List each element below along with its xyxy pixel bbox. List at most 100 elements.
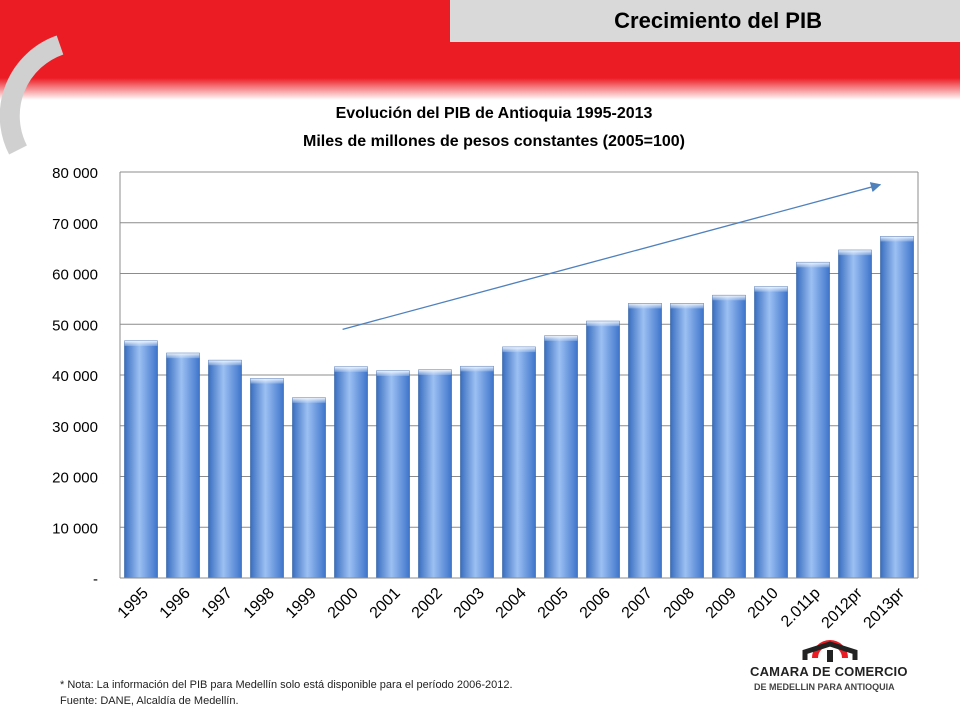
bar bbox=[376, 370, 410, 579]
y-tick-label: 50 000 bbox=[52, 317, 98, 334]
bar bbox=[166, 352, 200, 579]
bar-top bbox=[208, 360, 242, 366]
bar-2008 bbox=[670, 303, 704, 579]
x-tick-label: 2012pr bbox=[819, 584, 867, 632]
bar-top bbox=[250, 378, 284, 384]
x-tick-label: 2001 bbox=[367, 585, 404, 622]
x-tick-label: 2008 bbox=[661, 585, 698, 622]
trend-arrow bbox=[342, 182, 882, 330]
x-tick-label: 1998 bbox=[241, 585, 278, 622]
bars bbox=[124, 236, 914, 579]
bar-top bbox=[334, 366, 368, 372]
x-tick-label: 2005 bbox=[535, 585, 572, 622]
y-tick-label: 60 000 bbox=[52, 267, 98, 284]
bar-1997 bbox=[208, 359, 242, 579]
y-tick-label: 40 000 bbox=[52, 368, 98, 385]
bar-2006 bbox=[586, 320, 620, 579]
decorative-arc bbox=[0, 35, 64, 155]
bar-top bbox=[586, 321, 620, 327]
x-tick-label: 2009 bbox=[703, 585, 740, 622]
y-tick-label: 70 000 bbox=[52, 216, 98, 233]
bar-1999 bbox=[292, 397, 326, 579]
bar-2004 bbox=[502, 346, 536, 579]
bar bbox=[250, 378, 284, 579]
bar-1995 bbox=[124, 340, 158, 579]
bar bbox=[334, 366, 368, 579]
y-tick-label: - bbox=[93, 571, 98, 588]
y-tick-label: 20 000 bbox=[52, 470, 98, 487]
bar-top bbox=[880, 236, 914, 242]
bar-1996 bbox=[166, 352, 200, 579]
x-tick-label: 2.011p bbox=[778, 585, 824, 631]
x-tick-label: 2013pr bbox=[861, 584, 909, 632]
bar bbox=[838, 249, 872, 579]
logo-line-1: CAMARA DE COMERCIO bbox=[750, 664, 908, 679]
page-title: Crecimiento del PIB bbox=[614, 8, 822, 33]
bar-2013pr bbox=[880, 236, 914, 579]
y-tick-label: 80 000 bbox=[52, 165, 98, 182]
x-tick-label: 1996 bbox=[157, 585, 194, 622]
bar-top bbox=[838, 250, 872, 256]
bar-top bbox=[418, 369, 452, 375]
bar-2.011p bbox=[796, 261, 830, 579]
x-tick-label: 2002 bbox=[409, 585, 446, 622]
header-band-fade bbox=[0, 78, 960, 100]
trend-line bbox=[342, 182, 882, 330]
y-tick-label: 10 000 bbox=[52, 520, 98, 537]
footnote: * Nota: La información del PIB para Mede… bbox=[60, 679, 513, 691]
bar-top bbox=[796, 262, 830, 268]
x-axis: 1995 1996 1997 1998 1999 2000 2001 2002 2003 2004… bbox=[115, 577, 918, 632]
x-tick-label: 1995 bbox=[115, 585, 152, 622]
bar bbox=[670, 303, 704, 579]
bar bbox=[460, 365, 494, 579]
x-tick-label: 2010 bbox=[745, 585, 782, 622]
camara-comercio-logo bbox=[802, 640, 858, 662]
bar-top bbox=[628, 303, 662, 309]
bar-top bbox=[124, 340, 158, 346]
bar-2000 bbox=[334, 366, 368, 579]
x-tick-label: 2000 bbox=[325, 585, 362, 622]
chart-title: Evolución del PIB de Antioquia 1995-2013 bbox=[336, 105, 653, 122]
header-title-tab: Crecimiento del PIB bbox=[450, 0, 960, 42]
bar-top bbox=[166, 353, 200, 359]
bar-top bbox=[460, 366, 494, 372]
x-tick-label: 2007 bbox=[619, 585, 656, 622]
bar-top bbox=[502, 347, 536, 353]
bar-top bbox=[670, 303, 704, 309]
bar bbox=[124, 340, 158, 579]
bar bbox=[586, 320, 620, 579]
bar-2010 bbox=[754, 286, 788, 579]
bar bbox=[796, 261, 830, 579]
bar bbox=[292, 397, 326, 579]
bar-top bbox=[292, 397, 326, 403]
bar bbox=[502, 346, 536, 579]
bar-2012pr bbox=[838, 249, 872, 579]
x-tick-label: 1997 bbox=[199, 585, 236, 622]
bar-2007 bbox=[628, 303, 662, 579]
y-axis: - 10 000 20 000 30 000 40 000 50 000 60 000 70 … bbox=[52, 165, 919, 588]
bar bbox=[208, 359, 242, 579]
x-tick-label: 2003 bbox=[451, 585, 488, 622]
bar-2009 bbox=[712, 294, 746, 579]
chart-subtitle: Miles de millones de pesos constantes (2… bbox=[303, 133, 685, 150]
bar bbox=[418, 369, 452, 579]
logo-line-2: DE MEDELLIN PARA ANTIOQUIA bbox=[754, 682, 895, 692]
bar-2001 bbox=[376, 370, 410, 579]
bar-2003 bbox=[460, 365, 494, 579]
bar bbox=[712, 294, 746, 579]
x-tick-label: 2004 bbox=[493, 585, 530, 622]
bar-2005 bbox=[544, 335, 578, 579]
bar-top bbox=[712, 295, 746, 301]
bar-2002 bbox=[418, 369, 452, 579]
y-tick-label: 30 000 bbox=[52, 419, 98, 436]
bar bbox=[880, 236, 914, 579]
source-note: Fuente: DANE, Alcaldía de Medellín. bbox=[60, 695, 239, 707]
pib-bar-chart: Evolución del PIB de Antioquia 1995-2013… bbox=[52, 105, 919, 632]
bar-top bbox=[544, 335, 578, 341]
bar-top bbox=[754, 286, 788, 292]
bar bbox=[544, 335, 578, 579]
bar-top bbox=[376, 370, 410, 376]
x-tick-label: 1999 bbox=[283, 585, 320, 622]
bar bbox=[628, 303, 662, 579]
x-tick-label: 2006 bbox=[577, 585, 614, 622]
